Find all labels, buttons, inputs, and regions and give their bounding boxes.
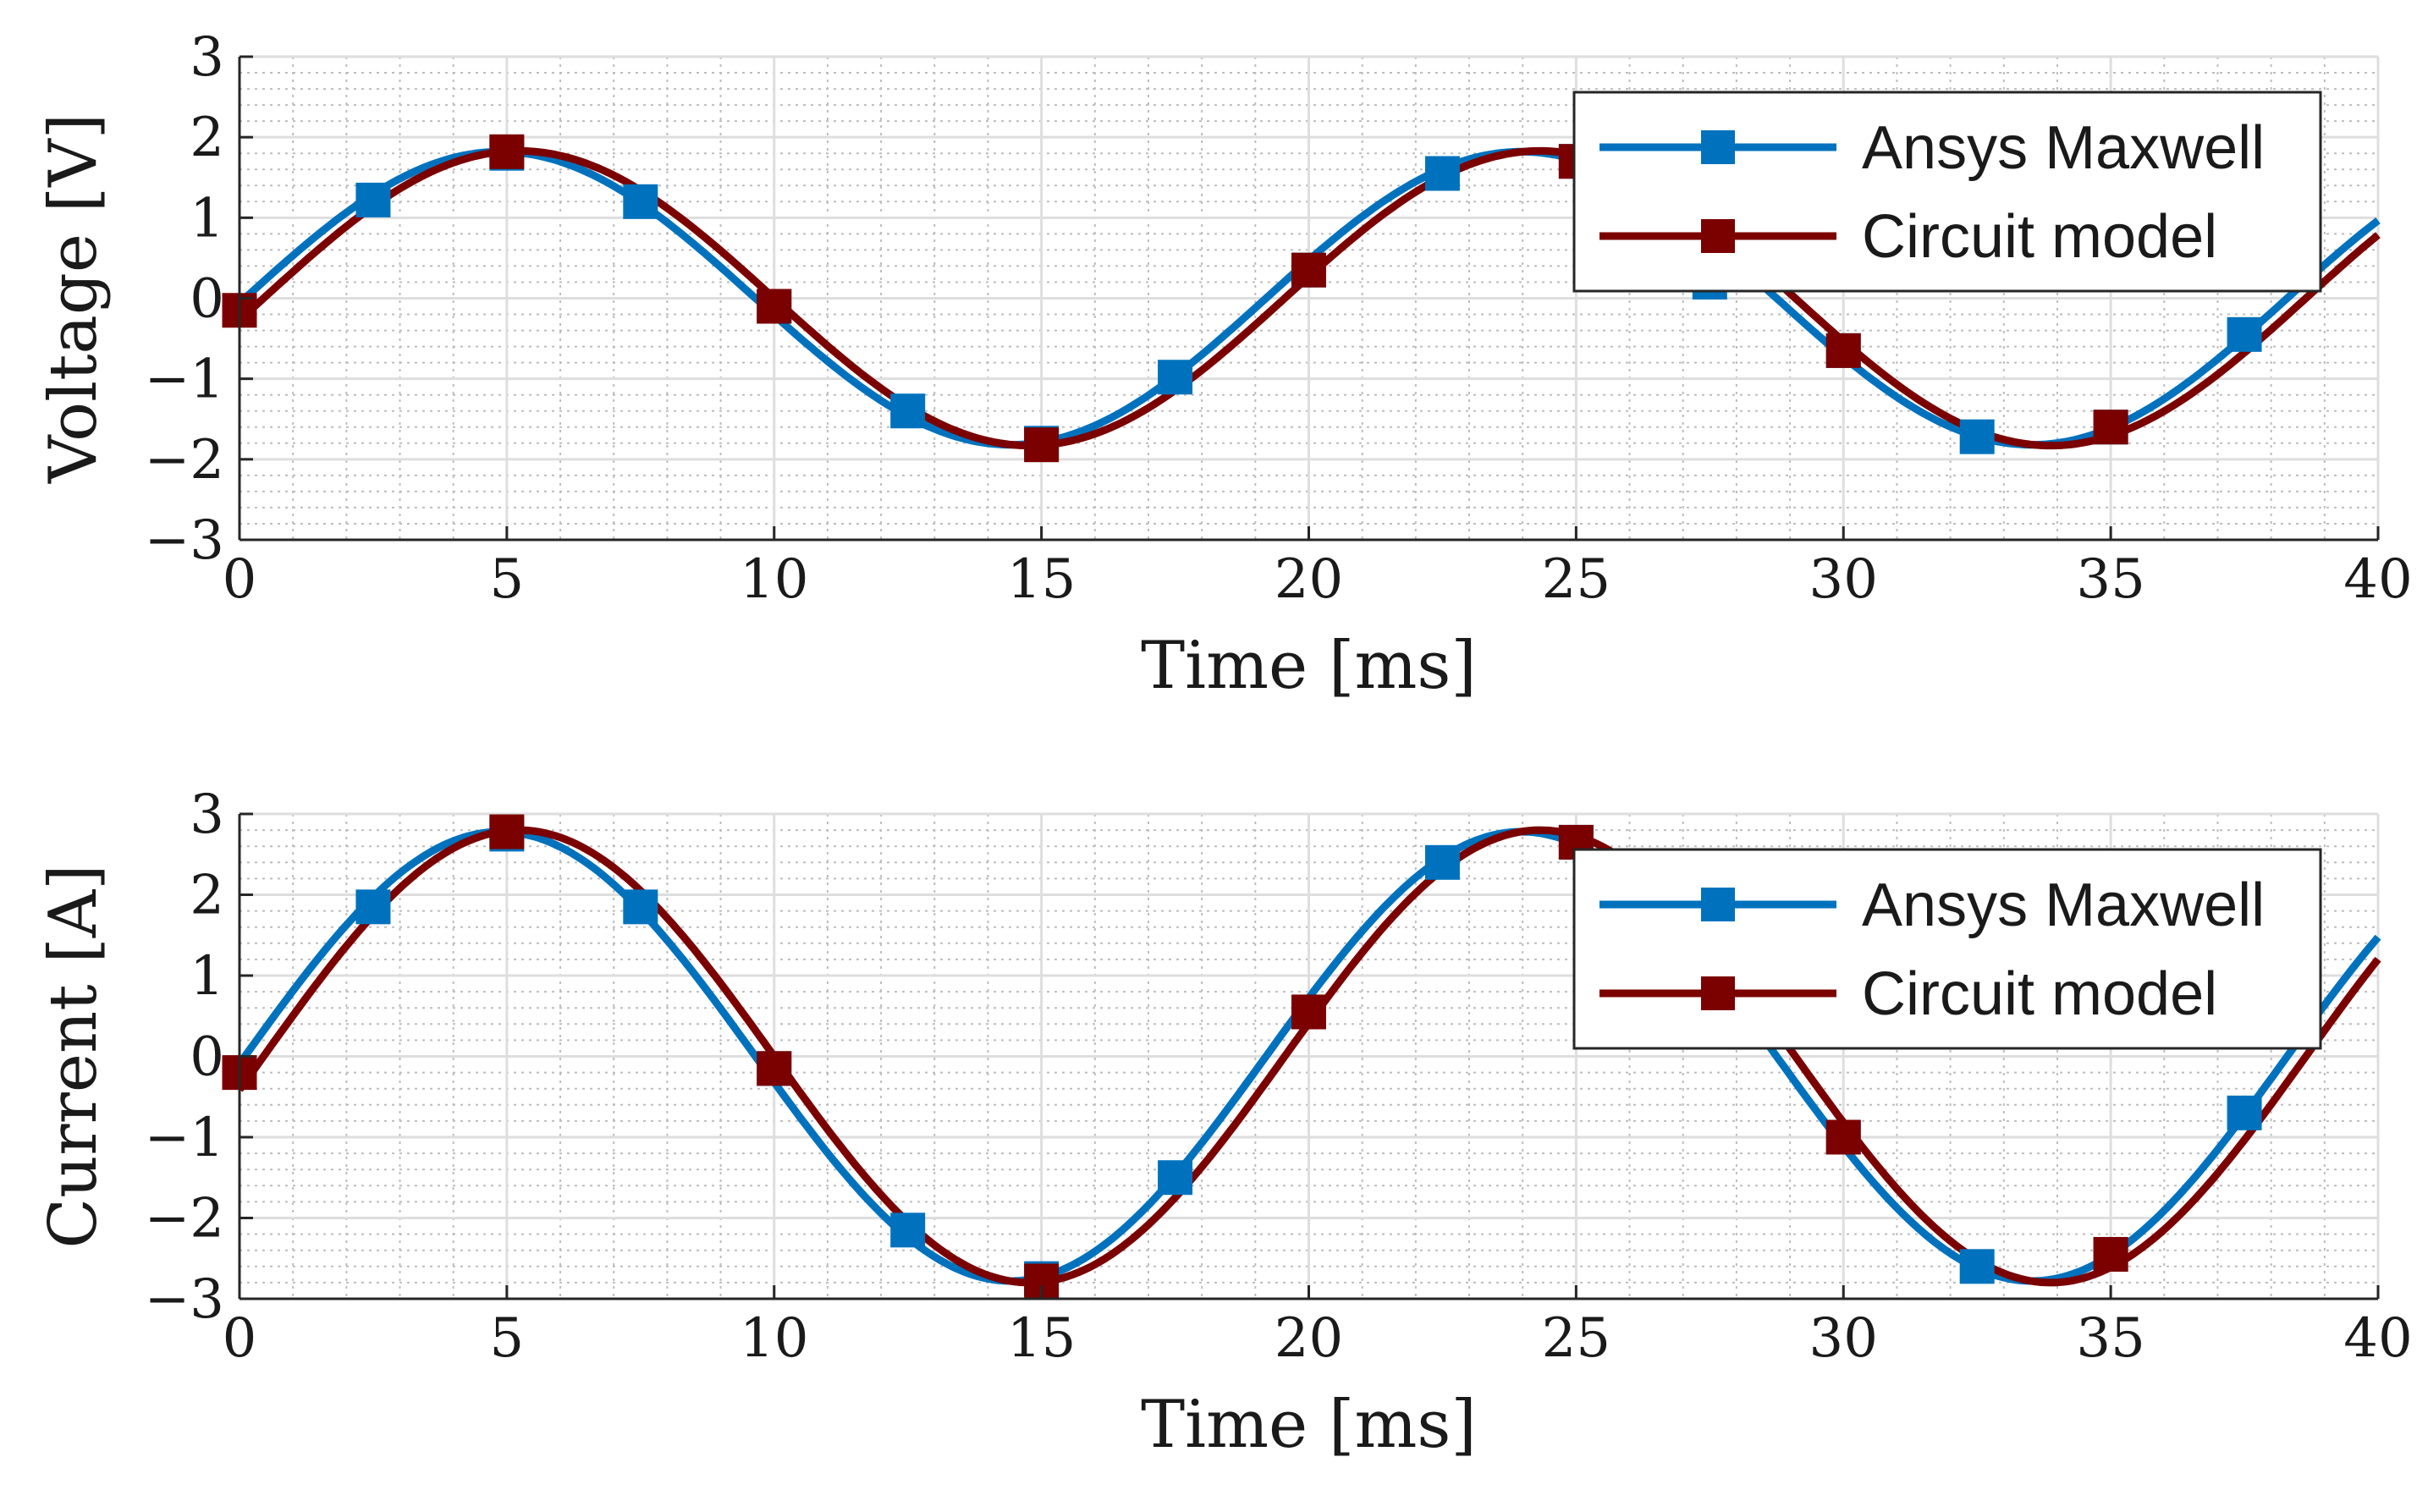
x-tick-label: 0	[223, 1307, 257, 1370]
circuit-marker	[2093, 1236, 2128, 1272]
maxwell-marker	[2227, 1095, 2262, 1130]
x-tick-label: 30	[1809, 548, 1878, 611]
maxwell-marker	[1959, 1249, 1995, 1284]
maxwell-marker	[1424, 156, 1460, 191]
current-plot: 0 5 10 15 20 25 30 35 40 −3 −2 −1 0 1 2 3 Time [ms] Curre…	[36, 783, 2413, 1463]
maxwell-marker	[623, 889, 658, 925]
y-tick-label: 1	[190, 187, 224, 250]
x-tick-label: 5	[490, 548, 525, 611]
x-tick-label: 15	[1007, 548, 1076, 611]
maxwell-marker	[890, 1212, 926, 1248]
voltage-plot: 0 5 10 15 20 25 30 35 40 −3 −2 −1 0 1 2 3 Time [ms] Volta…	[36, 26, 2413, 704]
y-tick-label: −2	[145, 1188, 224, 1251]
legend: Ansys Maxwell Circuit model	[1572, 91, 2322, 293]
y-tick-label: 2	[190, 107, 224, 169]
x-tick-label: 5	[490, 1307, 525, 1370]
maxwell-marker	[1158, 360, 1193, 395]
maxwell-marker	[355, 182, 391, 217]
y-tick-label: 1	[190, 945, 224, 1008]
y-axis-label: Current [A]	[36, 864, 112, 1248]
circuit-marker	[757, 289, 792, 324]
legend-marker	[1701, 976, 1735, 1010]
maxwell-marker	[623, 184, 658, 219]
x-tick-label: 20	[1275, 548, 1343, 611]
circuit-marker	[2093, 410, 2128, 445]
legend-marker	[1701, 130, 1735, 164]
circuit-marker	[489, 814, 525, 849]
x-tick-label: 35	[2076, 548, 2144, 611]
x-tick-label: 40	[2343, 1307, 2412, 1370]
maxwell-marker	[1424, 844, 1460, 880]
x-axis-label: Time [ms]	[1141, 628, 1477, 704]
legend-entry-label: Ansys Maxwell	[1862, 114, 2265, 182]
x-tick-label: 0	[223, 548, 257, 611]
x-tick-label: 25	[1542, 548, 1610, 611]
x-tick-label: 20	[1275, 1307, 1343, 1370]
legend-entry-label: Circuit model	[1862, 203, 2217, 271]
x-axis-label: Time [ms]	[1141, 1387, 1477, 1463]
legend: Ansys Maxwell Circuit model	[1572, 848, 2322, 1050]
x-tick-label: 15	[1007, 1307, 1076, 1370]
y-tick-label: 0	[190, 268, 224, 331]
circuit-marker	[1825, 333, 1861, 368]
x-tick-label: 30	[1809, 1307, 1878, 1370]
maxwell-marker	[355, 889, 391, 925]
legend-box	[1572, 848, 2322, 1050]
legend-entry-label: Circuit model	[1862, 960, 2217, 1028]
y-tick-label: −3	[145, 509, 224, 572]
x-tick-label: 35	[2076, 1307, 2144, 1370]
legend-entry-label: Ansys Maxwell	[1862, 871, 2265, 939]
legend-marker	[1701, 888, 1735, 921]
legend-marker	[1701, 219, 1735, 253]
circuit-marker	[1825, 1119, 1861, 1155]
maxwell-marker	[2227, 316, 2262, 352]
y-tick-label: 0	[190, 1026, 224, 1089]
legend-box	[1572, 91, 2322, 293]
y-tick-label: −3	[145, 1268, 224, 1331]
y-tick-label: 2	[190, 865, 224, 927]
y-tick-label: 3	[190, 26, 224, 89]
x-tick-label: 40	[2343, 548, 2412, 611]
maxwell-marker	[1158, 1160, 1193, 1196]
maxwell-marker	[1959, 419, 1995, 454]
x-tick-label: 10	[740, 1307, 808, 1370]
x-tick-label: 10	[740, 548, 808, 611]
maxwell-marker	[890, 393, 926, 429]
y-tick-label: 3	[190, 783, 224, 846]
y-tick-label: −2	[145, 429, 224, 492]
y-tick-label: −1	[145, 1107, 224, 1169]
circuit-marker	[757, 1051, 792, 1086]
circuit-marker	[1024, 427, 1060, 463]
y-axis-label: Voltage [V]	[36, 113, 112, 484]
circuit-marker	[489, 134, 525, 169]
y-tick-label: −1	[145, 349, 224, 411]
x-tick-label: 25	[1542, 1307, 1610, 1370]
circuit-marker	[1291, 252, 1326, 288]
circuit-markers	[222, 814, 2128, 1299]
circuit-marker	[1291, 994, 1326, 1030]
